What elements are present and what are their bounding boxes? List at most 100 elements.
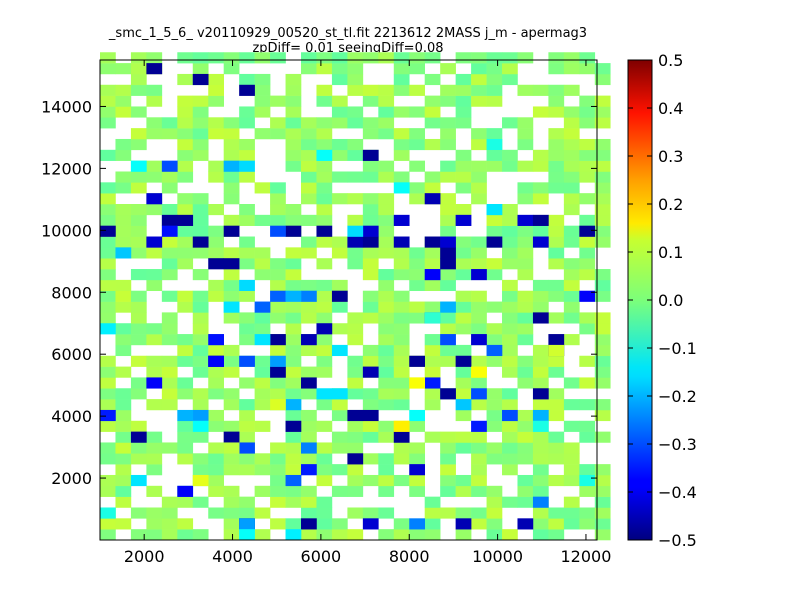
heatmap-cell (393, 377, 410, 389)
heatmap-cell (471, 160, 487, 172)
heatmap-cell (455, 529, 472, 541)
heatmap-cell (270, 518, 286, 530)
heatmap-cell (177, 344, 194, 357)
heatmap-cell (548, 312, 565, 324)
heatmap-cell (270, 117, 286, 129)
heatmap-cell (409, 301, 426, 313)
heatmap-cell (471, 95, 487, 107)
heatmap-cell (579, 149, 596, 161)
heatmap-cell (579, 236, 596, 248)
heatmap-cell (594, 366, 611, 378)
heatmap-cell (208, 258, 224, 270)
heatmap-cell (208, 485, 224, 497)
heatmap-cell (502, 529, 518, 541)
heatmap-cell (579, 214, 596, 226)
heatmap-cell (594, 204, 611, 216)
heatmap-cell (177, 301, 194, 313)
heatmap-cell (161, 507, 178, 519)
heatmap-cell (455, 518, 472, 530)
heatmap-cell (471, 301, 487, 313)
heatmap-cell (301, 214, 317, 226)
heatmap-cell (594, 214, 611, 226)
heatmap-cell (486, 323, 503, 335)
heatmap-cell (517, 431, 534, 443)
heatmap-cell (100, 507, 116, 519)
heatmap-cell (471, 474, 487, 487)
heatmap-cell (285, 388, 302, 400)
heatmap-cell (378, 485, 395, 497)
heatmap-cell (563, 290, 580, 302)
heatmap-cell (362, 420, 379, 432)
heatmap-cell (440, 269, 456, 281)
heatmap-cell (223, 193, 240, 205)
heatmap-cell (177, 95, 194, 107)
heatmap-cell (393, 334, 410, 346)
heatmap-cell (331, 193, 348, 205)
heatmap-cell (270, 182, 286, 194)
heatmap-cell (177, 52, 194, 64)
heatmap-cell (115, 453, 132, 465)
heatmap-cell (223, 225, 240, 237)
heatmap-cell (130, 52, 147, 64)
heatmap-cell (239, 496, 255, 508)
heatmap-cell (502, 312, 518, 324)
heatmap-cell (285, 128, 302, 140)
heatmap-cell (285, 312, 302, 324)
heatmap-cell (331, 52, 348, 64)
heatmap-cell (378, 236, 395, 248)
heatmap-cell (455, 431, 472, 443)
x-tick-label: 2000 (124, 547, 165, 566)
heatmap-cell (239, 464, 255, 476)
heatmap-cell (548, 182, 565, 194)
heatmap-cell (455, 344, 472, 357)
heatmap-cell (471, 485, 487, 497)
heatmap-cell (223, 344, 240, 357)
heatmap-cell (331, 323, 348, 335)
heatmap-cell (563, 204, 580, 216)
heatmap-cell (393, 171, 410, 183)
heatmap-cell (486, 334, 503, 346)
heatmap-cell (502, 279, 518, 292)
heatmap-cell (579, 160, 596, 172)
heatmap-cell (285, 453, 302, 465)
heatmap-cell (161, 214, 178, 226)
heatmap-cell (177, 73, 194, 86)
heatmap-cell (393, 73, 410, 86)
heatmap-cell (161, 529, 178, 541)
heatmap-cell (378, 204, 395, 216)
heatmap-cell (517, 518, 534, 530)
heatmap-cell (579, 399, 596, 411)
heatmap-cell (424, 193, 441, 205)
heatmap-cell (223, 518, 240, 530)
heatmap-cell (486, 453, 503, 465)
heatmap-cell (563, 182, 580, 194)
heatmap-cell (115, 236, 132, 248)
heatmap-cell (285, 204, 302, 216)
colorbar-tick-label: 0.3 (658, 147, 683, 166)
heatmap-cell (115, 431, 132, 443)
heatmap-cell (579, 507, 596, 519)
heatmap-cell (579, 63, 596, 75)
heatmap-cell (486, 236, 503, 248)
heatmap-cell (301, 334, 317, 346)
heatmap-cell (239, 138, 255, 151)
heatmap-cell (548, 290, 565, 302)
heatmap-cell (378, 193, 395, 205)
heatmap-cell (331, 518, 348, 530)
heatmap-cell (301, 344, 317, 357)
heatmap-cell (362, 193, 379, 205)
heatmap-cell (146, 464, 163, 476)
heatmap-cell (316, 399, 333, 411)
heatmap-cell (223, 420, 240, 432)
heatmap-cell (362, 247, 379, 259)
heatmap-cell (161, 290, 178, 302)
heatmap-cell (594, 518, 611, 530)
heatmap-cell (393, 149, 410, 161)
heatmap-cell (563, 464, 580, 476)
heatmap-cell (409, 355, 426, 367)
y-tick-label: 8000 (51, 283, 92, 302)
heatmap-cell (362, 366, 379, 378)
heatmap-cell (409, 518, 426, 530)
heatmap-cell (579, 117, 596, 129)
heatmap-cell (100, 518, 116, 530)
